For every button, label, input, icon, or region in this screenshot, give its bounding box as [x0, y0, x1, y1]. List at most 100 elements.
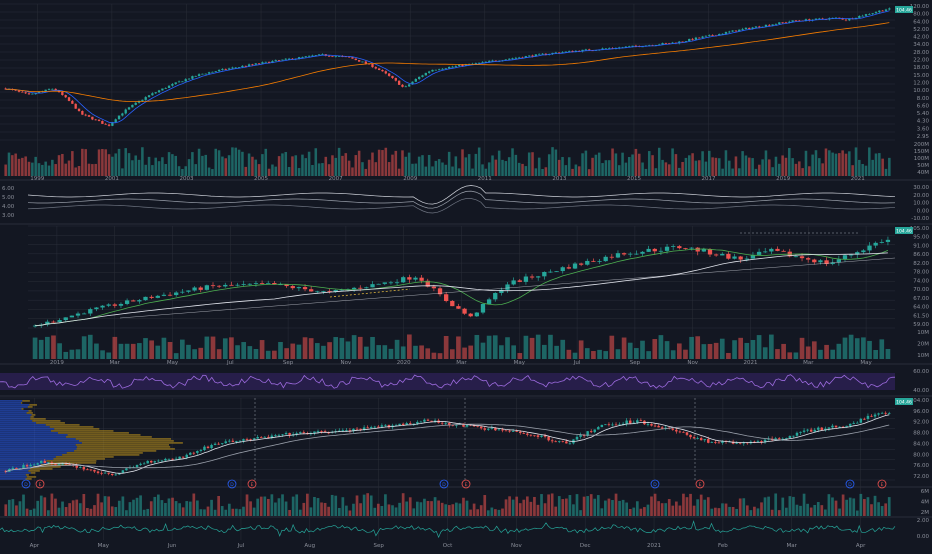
monthly-candle — [741, 28, 744, 30]
monthly-candle — [354, 58, 357, 61]
hourly-volume-bar — [142, 509, 146, 516]
hourly-volume-bar — [806, 503, 809, 516]
monthly-volume-bar — [447, 151, 451, 176]
daily-volume-bar — [750, 339, 756, 359]
monthly-y-tick-label: 5.40 — [917, 111, 930, 117]
hourly-candle — [547, 436, 550, 441]
hourly-volume-bar — [185, 501, 189, 516]
monthly-candle — [474, 63, 478, 64]
daily-volume-bar — [302, 337, 308, 359]
daily-ma-fast — [35, 248, 889, 326]
hourly-candle — [61, 463, 64, 465]
monthly-volume-bar — [221, 156, 224, 176]
monthly-volume-bar — [534, 168, 538, 176]
hourly-volume-bar — [242, 506, 245, 516]
hourly-candle — [93, 469, 96, 472]
monthly-candle — [541, 53, 544, 55]
hourly-candle — [323, 431, 327, 433]
hourly-volume-bar — [330, 494, 334, 516]
monthly-candle — [337, 56, 341, 57]
daily-volume-bar — [646, 351, 651, 359]
monthly-candle — [377, 68, 381, 70]
hourly-volume-bar — [575, 494, 579, 516]
monthly-candle — [641, 46, 644, 48]
monthly-volume-bar — [884, 168, 888, 176]
monthly-candle — [581, 49, 584, 52]
monthly-candle — [214, 71, 217, 73]
monthly-candle — [51, 88, 54, 90]
hourly-volume-bar — [433, 497, 437, 516]
hourly-candle — [228, 440, 231, 442]
daily-volume-bar — [149, 340, 154, 359]
daily-volume-bar — [542, 344, 547, 359]
hourly-y-tick-label: 92.00 — [913, 420, 929, 426]
hourly-y-tick-label: 104.00 — [910, 398, 930, 404]
monthly-candle — [868, 14, 871, 15]
monthly-candle — [634, 45, 638, 47]
hourly-candle — [100, 472, 103, 474]
monthly-x-tick-label: 2013 — [552, 176, 566, 182]
hourly-candle — [817, 427, 820, 430]
daily-volume-bar — [216, 349, 222, 359]
hourly-volume-bar — [451, 504, 455, 516]
monthly-volume-bar — [214, 148, 218, 176]
hourly-volume-bar — [664, 503, 668, 516]
monthly-volume-bar — [701, 151, 704, 176]
hourly-volume-bar — [114, 507, 118, 516]
hourly-volume-bar — [838, 508, 841, 516]
daily-candle — [333, 289, 338, 292]
hourly-volume-bar — [777, 510, 781, 516]
hourly-candle — [359, 428, 362, 430]
hourly-volume-bar — [788, 496, 792, 516]
earnings-dividend-marker — [227, 479, 237, 489]
hourly-candle — [64, 463, 68, 465]
hourly-candle — [504, 430, 508, 432]
volume-profile-bar — [26, 476, 37, 478]
hourly-volume-bar — [121, 496, 125, 516]
daily-candle — [812, 259, 817, 263]
hourly-candle — [618, 424, 621, 426]
daily-candle — [536, 276, 541, 278]
hourly-candle — [448, 422, 451, 425]
daily-volume-bar — [658, 335, 664, 359]
daily-candle — [499, 289, 504, 294]
monthly-volume-bar — [778, 163, 781, 176]
monthly-candle — [754, 26, 758, 28]
hourly-volume-bar — [437, 500, 440, 516]
hourly-volume-bar — [582, 496, 586, 516]
hourly-candle — [419, 421, 423, 423]
daily-volume-bar — [87, 334, 93, 359]
hourly-volume-bar — [699, 494, 703, 516]
monthly-volume-bar — [424, 166, 428, 176]
volume-profile-bar-value-area — [0, 442, 82, 444]
daily-candle — [161, 294, 167, 296]
hourly-volume-bar — [263, 496, 267, 516]
hourly-candle — [327, 432, 330, 434]
hourly-volume-bar — [618, 500, 621, 516]
hourly-volume-bar — [511, 499, 515, 516]
hourly-candle — [813, 429, 816, 432]
hourly-volume-bar — [845, 499, 848, 516]
monthly-candle — [374, 67, 377, 69]
hourly-candle — [760, 441, 763, 443]
monthly-volume-bar — [344, 153, 348, 176]
volume-profile-bar — [55, 456, 114, 458]
monthly-volume-bar — [421, 155, 424, 176]
daily-support-line — [329, 288, 411, 298]
monthly-volume-bar — [627, 157, 631, 176]
hourly-volume-bar — [870, 504, 873, 516]
daily-x-tick-label: Jul — [573, 360, 581, 366]
hourly-volume-bar — [827, 494, 831, 516]
volume-profile-bar — [25, 474, 29, 476]
monthly-volume-y-tick-label: 50M — [917, 163, 929, 169]
monthly-volume-bar — [187, 159, 191, 176]
hourly-volume-bar — [529, 501, 533, 516]
monthly-candle — [791, 20, 794, 22]
monthly-volume-bar — [71, 151, 74, 176]
daily-x-tick-label: 2019 — [50, 360, 64, 366]
hourly-candle — [625, 420, 628, 424]
daily-candle — [707, 249, 713, 255]
monthly-volume-bar — [501, 159, 504, 176]
monthly-candle — [711, 35, 714, 36]
hourly-candle — [394, 425, 398, 427]
